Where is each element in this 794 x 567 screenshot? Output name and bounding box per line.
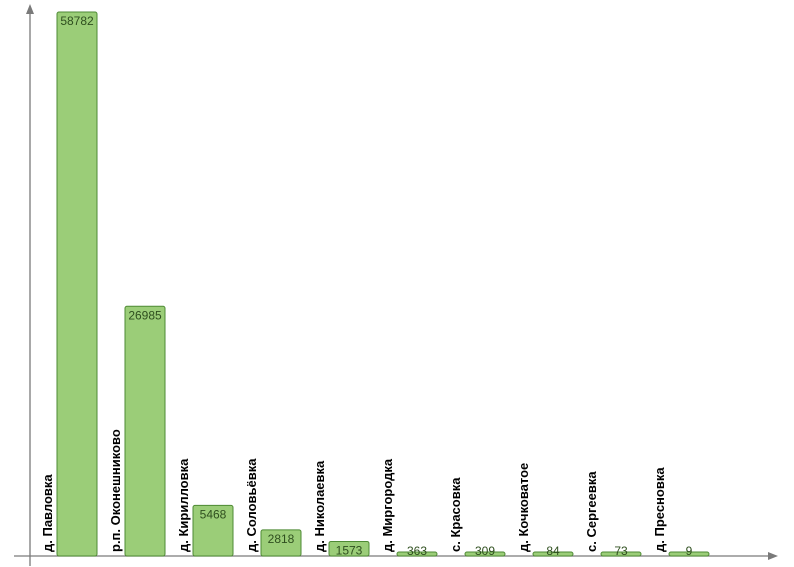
x-axis-arrow — [768, 552, 778, 560]
bar — [124, 305, 166, 557]
bar — [464, 551, 506, 557]
bar — [260, 529, 302, 557]
bar — [328, 540, 370, 557]
bar-series — [56, 11, 710, 557]
bar — [396, 551, 438, 557]
category-label: с. Сергеевка — [584, 471, 599, 552]
value-labels: 58782 26985 5468 2818 1573 363 309 84 73 9 — [60, 14, 692, 558]
category-label: д. Николаевка — [312, 460, 327, 552]
bar — [600, 551, 642, 557]
category-label: р.п. Оконешниково — [108, 429, 123, 552]
category-label: д. Пресновка — [652, 467, 667, 552]
y-axis-arrow — [26, 4, 34, 14]
category-label: д. Соловьёвка — [244, 458, 259, 552]
bar-value-label: 309 — [475, 544, 495, 558]
category-labels: д. Павловка р.п. Оконешниково д. Кирилловк… — [40, 429, 667, 552]
category-label: д. Кочковатое — [516, 463, 531, 552]
bar — [192, 504, 234, 557]
category-label: с. Красовка — [448, 477, 463, 552]
bar-value-label: 1573 — [336, 543, 363, 557]
bar-value-label: 5468 — [200, 507, 227, 521]
bar-value-label: 84 — [546, 544, 560, 558]
bar — [56, 11, 98, 557]
bar-value-label: 58782 — [60, 14, 94, 28]
bar-value-label: 363 — [407, 544, 427, 558]
bar-value-label: 2818 — [268, 532, 295, 546]
bar — [668, 551, 710, 557]
bar — [532, 551, 574, 557]
bar-value-label: 26985 — [128, 308, 162, 322]
category-label: д. Миргородка — [380, 458, 395, 552]
category-label: д. Павловка — [40, 474, 55, 552]
bar-value-label: 9 — [686, 544, 693, 558]
category-label: д. Кирилловка — [176, 458, 191, 552]
bar-value-label: 73 — [614, 544, 628, 558]
